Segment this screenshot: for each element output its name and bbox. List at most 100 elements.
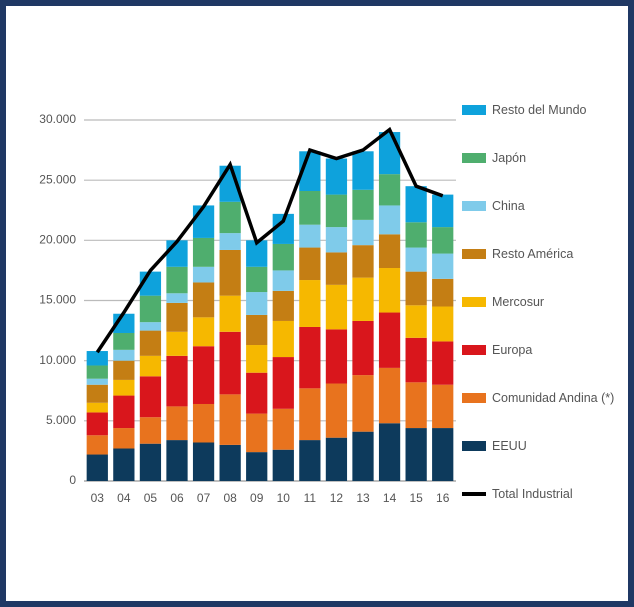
legend-label: Total Industrial	[492, 487, 573, 501]
legend-label: EEUU	[492, 439, 527, 453]
bar-segment	[166, 240, 188, 267]
bar-segment	[405, 222, 427, 248]
bar-segment	[139, 355, 162, 377]
bar-segment	[219, 295, 241, 332]
bar-segment	[378, 312, 401, 368]
legend-label: Japón	[492, 151, 527, 165]
bar-segment	[113, 349, 135, 361]
bar-segment	[166, 302, 188, 332]
bar-segment	[219, 331, 241, 395]
legend-label: Comunidad Andina (*)	[492, 391, 615, 405]
bar-segment	[352, 431, 374, 481]
x-tick-label: 05	[144, 491, 158, 505]
y-tick-label: 30.000	[39, 112, 76, 126]
bar-segment	[405, 428, 427, 481]
bar-segment	[432, 194, 454, 228]
x-tick-label: 04	[117, 491, 131, 505]
bar-segment	[299, 440, 321, 481]
bar-segment	[378, 132, 401, 175]
bar-segment	[432, 306, 454, 342]
legend-swatch	[462, 153, 486, 163]
bar-segment	[352, 245, 374, 278]
bar-segment	[272, 290, 294, 321]
legend-swatch	[462, 297, 486, 307]
legend-swatch	[462, 393, 486, 403]
legend-swatch	[462, 201, 486, 211]
bar-segment	[86, 412, 108, 436]
bar-segment	[86, 351, 108, 366]
bar-segment	[352, 277, 374, 321]
bar-segment	[299, 224, 321, 248]
bar-segment	[246, 266, 268, 293]
x-tick-label: 03	[91, 491, 105, 505]
y-tick-label: 15.000	[39, 293, 76, 307]
bar-segment	[325, 252, 348, 285]
bar-segment	[192, 403, 215, 443]
y-tick-label: 0	[69, 473, 76, 487]
legend-label: Mercosur	[492, 295, 545, 309]
bar-segment	[166, 440, 188, 481]
bar-segment	[166, 355, 188, 407]
bar-segment	[113, 379, 135, 396]
bar-segment	[325, 383, 348, 438]
bar-segment	[299, 190, 321, 225]
x-tick-label: 14	[383, 491, 397, 505]
x-tick-label: 08	[223, 491, 237, 505]
bar-segment	[166, 406, 188, 441]
bar-segment	[378, 268, 401, 313]
bar-segment	[432, 341, 454, 385]
bar-segment	[86, 402, 108, 413]
bar-segment	[272, 449, 294, 481]
bar-segment	[139, 330, 162, 356]
bar-segment	[272, 243, 294, 271]
x-tick-label: 12	[330, 491, 344, 505]
bar-segment	[113, 332, 135, 350]
legend-swatch	[462, 249, 486, 259]
bar-segment	[352, 189, 374, 220]
bar-segment	[325, 227, 348, 253]
bar-segment	[86, 378, 108, 385]
bar-segment	[113, 395, 135, 429]
bar-segment	[246, 452, 268, 481]
bar-segment	[432, 227, 454, 254]
x-tick-label: 06	[170, 491, 184, 505]
x-tick-label: 11	[304, 491, 317, 505]
x-tick-label: 13	[356, 491, 370, 505]
bar-segment	[192, 442, 215, 481]
bar-segment	[113, 448, 135, 481]
bar-segment	[86, 454, 108, 481]
bar-segment	[166, 293, 188, 303]
bar-segment	[352, 320, 374, 376]
bar-segment	[219, 444, 241, 481]
bar-segment	[139, 417, 162, 444]
bar-segment	[378, 174, 401, 206]
bar-segment	[86, 365, 108, 379]
bar-segment	[139, 376, 162, 418]
legend-swatch	[462, 441, 486, 451]
legend-label: Resto del Mundo	[492, 103, 587, 117]
bar-segment	[405, 186, 427, 223]
bar-segment	[299, 280, 321, 327]
y-tick-label: 25.000	[39, 172, 76, 186]
bar-segment	[432, 428, 454, 481]
bar-segment	[352, 151, 374, 190]
bar-segment	[325, 158, 348, 195]
legend-label: Europa	[492, 343, 533, 357]
bar-segment	[378, 423, 401, 481]
bar-segment	[166, 331, 188, 356]
bar-segment	[299, 247, 321, 281]
bar-segment	[325, 284, 348, 330]
x-tick-label: 07	[197, 491, 211, 505]
bar-segment	[219, 201, 241, 234]
bar-segment	[352, 375, 374, 432]
bar-segment	[432, 253, 454, 279]
bar-segment	[272, 357, 294, 409]
bar-segment	[246, 413, 268, 453]
bar-segment	[272, 213, 294, 244]
y-tick-label: 5.000	[46, 413, 76, 427]
bar-segment	[246, 240, 268, 267]
bar-segment	[139, 295, 162, 323]
total-line	[95, 126, 444, 354]
bar-segment	[219, 394, 241, 445]
